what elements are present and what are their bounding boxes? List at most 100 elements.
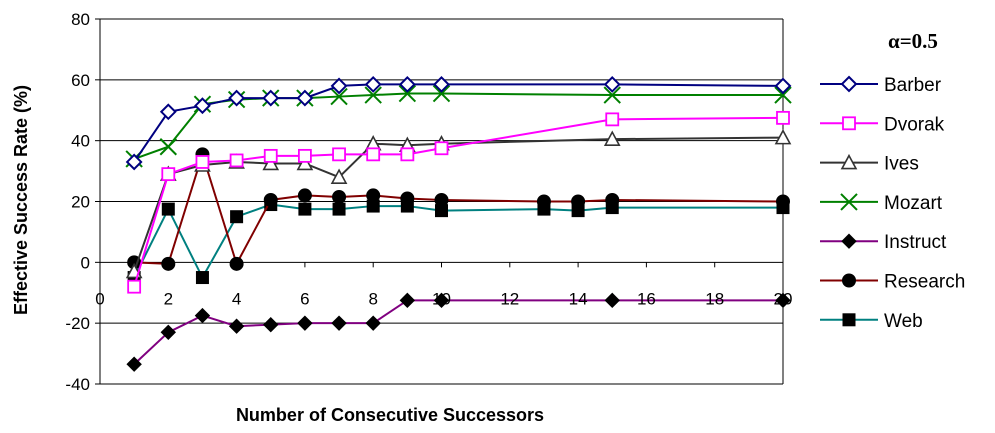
- series-line: [133, 299, 783, 365]
- data-point: [603, 75, 621, 93]
- data-point: [126, 356, 142, 372]
- legend-item-ives: Ives: [820, 154, 919, 175]
- series-instruct: [126, 292, 791, 372]
- data-point: [127, 279, 142, 294]
- data-point: [262, 154, 280, 171]
- y-tick-label: 80: [71, 10, 90, 29]
- data-point: [195, 155, 210, 169]
- data-point: [571, 194, 586, 209]
- data-point: [840, 75, 858, 93]
- data-point: [195, 271, 209, 285]
- data-point: [432, 84, 451, 103]
- data-point: [263, 148, 278, 163]
- legend-item-mozart: Mozart: [820, 193, 943, 214]
- legend: Barber Dvorak Ives Mozart Instruct Research We…: [820, 75, 965, 332]
- series-line: [134, 150, 784, 267]
- data-point: [840, 153, 858, 170]
- data-point: [160, 324, 177, 340]
- data-point: [330, 168, 348, 184]
- y-axis-title: Effective Success Rate (%): [11, 85, 31, 315]
- data-point: [365, 315, 381, 331]
- data-point: [194, 97, 211, 115]
- legend-label: Web: [884, 311, 923, 332]
- x-tick-label: 16: [637, 289, 656, 308]
- data-point: [400, 191, 415, 206]
- data-point: [228, 89, 246, 107]
- data-point: [536, 194, 551, 209]
- legend-label: Mozart: [884, 193, 943, 214]
- marker-stroke: [603, 86, 621, 104]
- data-point: [774, 77, 792, 95]
- data-point: [159, 103, 177, 121]
- legend-item-research: Research: [820, 272, 965, 293]
- data-point: [229, 153, 244, 168]
- data-point: [774, 128, 792, 145]
- data-point: [366, 147, 381, 162]
- y-tick-label: 40: [71, 132, 90, 151]
- data-point: [842, 273, 856, 288]
- y-tick-label: 60: [71, 71, 90, 90]
- series-web: [127, 198, 790, 285]
- x-tick-label: 8: [368, 289, 377, 308]
- data-point: [297, 188, 312, 203]
- x-tick-label: 20: [774, 289, 793, 308]
- data-point: [296, 154, 314, 171]
- legend-label: Instruct: [884, 232, 947, 253]
- data-point: [842, 313, 856, 327]
- y-tick-labels: -40 -20 0 20 40 60 80: [65, 10, 90, 394]
- legend-label: Barber: [884, 75, 942, 96]
- data-point: [161, 202, 175, 216]
- y-tick-label: 0: [81, 253, 90, 272]
- data-point: [159, 138, 178, 156]
- x-tick-label: 10: [432, 289, 451, 308]
- data-point: [298, 202, 312, 216]
- data-point: [603, 130, 621, 146]
- alpha-annotation: α=0.5: [888, 29, 938, 53]
- data-point: [364, 86, 382, 104]
- x-tick-label: 12: [500, 289, 519, 308]
- marker-stroke: [840, 193, 858, 211]
- data-point: [330, 87, 348, 106]
- data-point: [332, 202, 346, 216]
- data-point: [842, 116, 856, 131]
- series-dvorak: [127, 110, 790, 294]
- data-point: [125, 153, 143, 171]
- x-axis-title: Number of Consecutive Successors: [236, 405, 544, 425]
- data-point: [161, 256, 176, 271]
- data-point: [364, 75, 382, 93]
- data-point: [434, 141, 449, 156]
- data-point: [840, 193, 858, 211]
- data-point: [605, 192, 620, 207]
- data-point: [297, 315, 313, 331]
- data-point: [332, 147, 346, 162]
- data-point: [366, 188, 381, 203]
- data-point: [603, 86, 621, 104]
- data-point: [331, 315, 347, 331]
- x-tick-label: 18: [705, 289, 724, 308]
- y-tick-label: -40: [65, 375, 90, 394]
- marker-stroke: [398, 84, 417, 103]
- data-point: [433, 292, 450, 309]
- data-point: [399, 292, 416, 309]
- data-point: [841, 233, 857, 249]
- data-point: [398, 75, 416, 93]
- data-point: [775, 292, 791, 309]
- data-point: [332, 189, 347, 204]
- x-tick-label: 0: [95, 289, 104, 308]
- y-tick-label: 20: [71, 193, 90, 212]
- marker-stroke: [774, 86, 792, 104]
- data-point: [330, 77, 348, 95]
- data-point: [297, 148, 312, 163]
- marker-stroke: [364, 86, 382, 104]
- data-point: [263, 192, 278, 207]
- data-point: [262, 89, 280, 107]
- x-tick-label: 4: [232, 289, 241, 308]
- legend-label: Research: [884, 272, 965, 293]
- series-mozart: [125, 84, 792, 168]
- legend-label: Dvorak: [884, 114, 945, 135]
- legend-item-dvorak: Dvorak: [820, 114, 945, 135]
- data-point: [434, 192, 449, 207]
- data-point: [161, 167, 176, 182]
- x-tick-label: 2: [164, 289, 173, 308]
